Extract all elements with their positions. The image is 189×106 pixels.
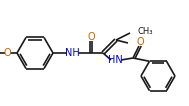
Text: O: O bbox=[137, 37, 144, 47]
Text: HN: HN bbox=[108, 55, 122, 65]
Text: CH₃: CH₃ bbox=[137, 27, 153, 36]
Text: O: O bbox=[3, 48, 11, 58]
Text: NH: NH bbox=[65, 48, 79, 58]
Text: O: O bbox=[87, 32, 95, 42]
